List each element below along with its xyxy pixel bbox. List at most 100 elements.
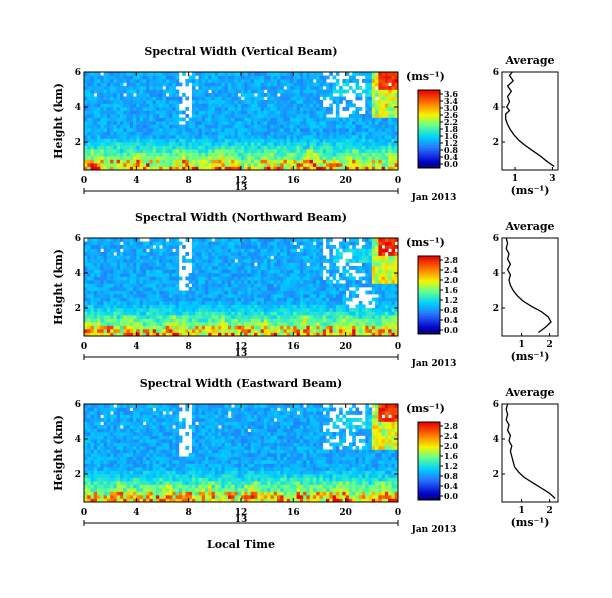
panel-title: Spectral Width (Eastward Beam) [140, 377, 342, 390]
x-tick-label: 20 [339, 342, 352, 352]
panel-0: Spectral Width (Vertical Beam) Height (km… [52, 45, 559, 203]
y-axis-label: Height (km) [52, 415, 65, 491]
average-frame [501, 403, 559, 503]
average-x-tick-label: 3 [549, 174, 555, 184]
average-x-label: (ms⁻¹) [511, 184, 550, 197]
x-tick-label: 12 [235, 342, 248, 352]
colorbar-tick-label: 2.6 [444, 110, 458, 120]
day-label: 13 [235, 515, 248, 525]
date-label: Jan 2013 [411, 193, 457, 203]
x-tick-label: 8 [186, 508, 192, 518]
colorbar-tick-label: 0.8 [444, 145, 458, 155]
colorbar-tick-label: 0.4 [444, 152, 458, 162]
colorbar-frame [417, 255, 441, 335]
y-tick-label: 2 [75, 304, 81, 314]
average-x-tick-label: 1 [518, 506, 524, 516]
average-y-tick-label: 6 [493, 234, 499, 244]
y-axis-label: Height (km) [52, 249, 65, 325]
x-tick-label: 4 [133, 508, 139, 518]
average-x-label: (ms⁻¹) [511, 350, 550, 363]
heatmap-cells [84, 72, 399, 171]
panel-title: Spectral Width (Vertical Beam) [144, 45, 337, 58]
colorbar-tick-label: 0.8 [444, 305, 458, 315]
colorbar-tick-label: 3.6 [444, 89, 458, 99]
x-tick-label: 0 [81, 508, 87, 518]
average-y-tick-label: 4 [493, 269, 499, 279]
x-tick-label: 8 [186, 176, 192, 186]
x-tick-label: 20 [339, 176, 352, 186]
average-y-tick-label: 4 [493, 435, 499, 445]
y-tick-label: 2 [75, 470, 81, 480]
y-tick-label: 6 [75, 400, 81, 410]
colorbar-tick-label: 0.0 [444, 325, 458, 335]
colorbar-tick-label: 1.2 [444, 295, 458, 305]
colorbar-tick-label: 2.4 [444, 431, 458, 441]
colorbar-tick-label: 1.6 [444, 451, 458, 461]
x-tick-label: 0 [395, 508, 401, 518]
y-tick-label: 6 [75, 234, 81, 244]
average-title: Average [504, 54, 554, 67]
panel-2: Spectral Width (Eastward Beam) Height (km… [52, 377, 559, 535]
y-tick-label: 6 [75, 68, 81, 78]
date-label: Jan 2013 [411, 359, 457, 369]
colorbar-unit: (ms⁻¹) [406, 402, 445, 415]
x-tick-label: 4 [133, 342, 139, 352]
average-y-tick-label: 2 [493, 470, 499, 480]
x-tick-label: 0 [395, 176, 401, 186]
average-x-tick-label: 1 [518, 340, 524, 350]
x-tick-label: 12 [235, 508, 248, 518]
x-tick-label: 4 [133, 176, 139, 186]
y-tick-label: 4 [75, 103, 81, 113]
average-title: Average [504, 386, 554, 399]
x-tick-label: 16 [287, 342, 300, 352]
average-y-tick-label: 6 [493, 68, 499, 78]
colorbar-tick-label: 2.8 [444, 421, 458, 431]
average-profile-line [505, 403, 556, 499]
y-tick-label: 4 [75, 269, 81, 279]
x-axis-label: Local Time [207, 538, 275, 551]
date-label: Jan 2013 [411, 525, 457, 535]
colorbar-unit: (ms⁻¹) [406, 70, 445, 83]
colorbar-tick-label: 2.0 [444, 275, 458, 285]
x-tick-label: 0 [395, 342, 401, 352]
average-x-label: (ms⁻¹) [511, 516, 550, 529]
x-tick-label: 8 [186, 342, 192, 352]
colorbar-tick-label: 0.8 [444, 471, 458, 481]
average-x-tick-label: 2 [546, 340, 552, 350]
colorbar-tick-label: 2.2 [444, 117, 458, 127]
x-tick-label: 12 [235, 176, 248, 186]
panel-title: Spectral Width (Northward Beam) [135, 211, 347, 224]
colorbar-tick-label: 3.4 [444, 96, 458, 106]
colorbar-tick-label: 1.2 [444, 138, 458, 148]
y-tick-label: 4 [75, 435, 81, 445]
colorbar-tick-label: 0.4 [444, 315, 458, 325]
average-x-tick-label: 1 [512, 174, 518, 184]
average-y-tick-label: 6 [493, 400, 499, 410]
average-x-tick-label: 2 [546, 506, 552, 516]
average-profile-line [505, 71, 555, 168]
colorbar-tick-label: 0.0 [444, 159, 458, 169]
colorbar-tick-label: 2.0 [444, 441, 458, 451]
colorbar-tick-label: 1.2 [444, 461, 458, 471]
colorbar [418, 422, 440, 501]
colorbar-unit: (ms⁻¹) [406, 236, 445, 249]
x-tick-label: 20 [339, 508, 352, 518]
colorbar-tick-label: 1.6 [444, 131, 458, 141]
heatmap-cells [84, 404, 399, 503]
average-title: Average [504, 220, 554, 233]
colorbar-tick-label: 1.8 [444, 124, 458, 134]
colorbar-tick-label: 2.4 [444, 265, 458, 275]
day-label: 13 [235, 183, 248, 193]
average-y-tick-label: 4 [493, 103, 499, 113]
y-tick-label: 2 [75, 138, 81, 148]
x-tick-label: 0 [81, 342, 87, 352]
colorbar-tick-label: 2.8 [444, 255, 458, 265]
average-profile-line [505, 237, 552, 334]
colorbar-frame [417, 421, 441, 501]
colorbar-tick-label: 3.0 [444, 103, 458, 113]
panel-1: Spectral Width (Northward Beam) Height (k… [52, 211, 559, 369]
x-tick-label: 0 [81, 176, 87, 186]
colorbar-tick-label: 1.6 [444, 285, 458, 295]
average-y-tick-label: 2 [493, 138, 499, 148]
